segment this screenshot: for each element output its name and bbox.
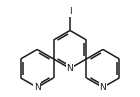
Text: N: N <box>34 83 40 92</box>
Text: N: N <box>100 83 106 92</box>
Text: I: I <box>69 7 71 16</box>
Text: N: N <box>67 64 73 73</box>
